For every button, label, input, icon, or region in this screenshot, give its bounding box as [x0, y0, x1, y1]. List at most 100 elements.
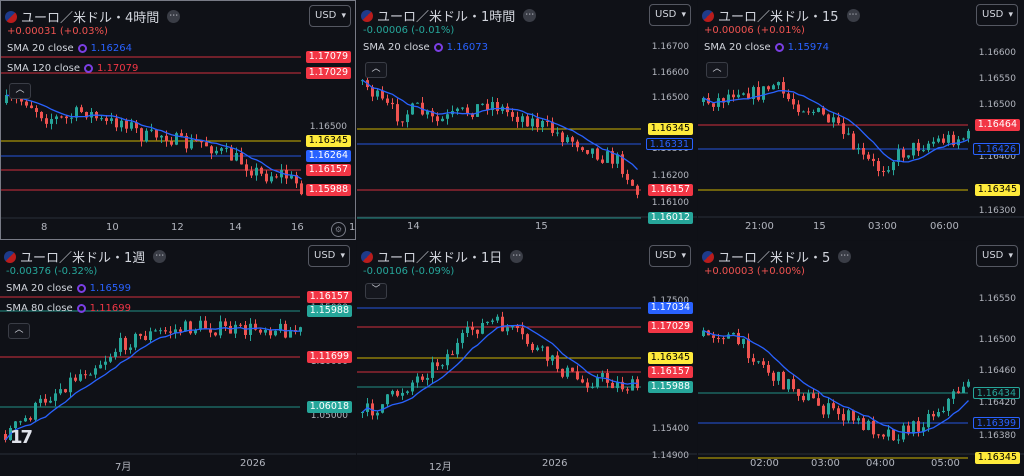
chart-title[interactable]: ユーロ／米ドル・15 ⋯	[702, 6, 860, 25]
chart-title[interactable]: ユーロ／米ドル・1日 ⋯	[361, 247, 524, 266]
candle	[722, 98, 725, 103]
price-badge: 1.16345	[974, 452, 1020, 464]
indicator-settings-icon[interactable]	[84, 64, 94, 73]
indicator-settings-icon[interactable]	[76, 284, 86, 293]
candle	[481, 103, 484, 105]
chart-canvas[interactable]	[357, 0, 697, 240]
candle	[907, 155, 910, 158]
chart-title[interactable]: ユーロ／米ドル・1時間 ⋯	[361, 6, 537, 25]
chart-canvas[interactable]	[0, 241, 356, 476]
chart-panel-p3[interactable]: ユーロ／米ドル・15 ⋯ +0.00006 (+0.01%) SMA 20 close…	[698, 0, 1024, 240]
sma-legend[interactable]: SMA 20 close 1.16599	[6, 283, 131, 294]
candle	[185, 135, 188, 149]
price-badge: 1.17029	[305, 67, 351, 79]
candle	[260, 167, 263, 174]
sma-value: 1.11699	[89, 303, 132, 314]
currency-select[interactable]: USD	[976, 4, 1018, 26]
sma-legend[interactable]: SMA 120 close 1.17079	[7, 63, 138, 74]
candle	[596, 376, 599, 387]
candle	[782, 371, 785, 390]
sma-legend[interactable]: SMA 20 close 1.16264	[7, 43, 132, 54]
sma-value: 1.16264	[90, 43, 133, 54]
sma-legend[interactable]: SMA 80 close 1.11699	[6, 303, 131, 314]
price-badge: 1.16157	[647, 184, 693, 196]
candle	[872, 158, 875, 162]
currency-select[interactable]: USD	[649, 4, 691, 26]
candle	[732, 94, 735, 98]
indicator-settings-icon[interactable]	[774, 43, 784, 52]
sma-legend[interactable]: SMA 20 close 1.16073	[363, 42, 488, 53]
candle	[917, 421, 920, 432]
candle	[441, 118, 444, 122]
candle	[371, 403, 374, 416]
chevron-up-icon[interactable]: ︿	[8, 323, 30, 339]
chart-canvas[interactable]	[698, 241, 1024, 476]
candle	[867, 420, 870, 430]
candle	[406, 114, 409, 123]
candle	[125, 120, 128, 129]
candle	[466, 326, 469, 333]
candle	[109, 356, 112, 362]
sma-label: SMA 20 close	[6, 283, 73, 294]
more-options-icon[interactable]: ⋯	[523, 9, 537, 22]
candle	[169, 331, 172, 333]
candle	[155, 129, 158, 138]
candle	[130, 122, 133, 129]
chart-canvas[interactable]	[1, 1, 356, 240]
candle	[912, 142, 915, 156]
candle	[84, 374, 87, 376]
candle	[797, 389, 800, 396]
price-badge: 1.15988	[647, 381, 693, 393]
currency-select[interactable]: USD	[976, 245, 1018, 267]
candle	[239, 324, 242, 326]
settings-gear-icon[interactable]: ⚙	[331, 222, 346, 237]
chart-title[interactable]: ユーロ／米ドル・4時間 ⋯	[5, 7, 181, 26]
candle	[747, 338, 750, 359]
chart-panel-p4[interactable]: ユーロ／米ドル・1週 ⋯ -0.00376 (-0.32%) SMA 20 close…	[0, 241, 356, 476]
tradingview-logo: 17	[10, 427, 33, 448]
candle	[526, 116, 529, 127]
candle	[220, 148, 223, 151]
chart-canvas[interactable]	[357, 241, 697, 476]
chart-panel-p1[interactable]: ユーロ／米ドル・4時間 ⋯ +0.00031 (+0.03%) SMA 20 clos…	[0, 0, 356, 240]
candle	[777, 371, 780, 381]
chart-title[interactable]: ユーロ／米ドル・5 ⋯	[702, 247, 852, 266]
indicator-settings-icon[interactable]	[433, 43, 443, 52]
candle	[757, 361, 760, 363]
sma-legend[interactable]: SMA 20 close 1.15974	[704, 42, 829, 53]
candle	[882, 434, 885, 437]
price-badge: 1.16157	[647, 366, 693, 378]
chart-panel-p6[interactable]: ユーロ／米ドル・5 ⋯ +0.00003 (+0.00%) USD 1.16550 1.1…	[698, 241, 1024, 476]
candle	[742, 93, 745, 95]
candle	[802, 111, 805, 113]
candle	[737, 94, 740, 98]
price-axis-label: 1.16700	[651, 42, 689, 52]
candle	[742, 338, 745, 345]
more-options-icon[interactable]: ⋯	[510, 250, 524, 263]
chart-canvas[interactable]	[698, 0, 1024, 240]
candle	[962, 138, 965, 140]
indicator-settings-icon[interactable]	[76, 304, 86, 313]
chart-panel-p5[interactable]: ユーロ／米ドル・1日⋯-0.00106 (-0.09%)﹀USD1.175001…	[357, 241, 697, 476]
more-options-icon[interactable]: ⋯	[153, 250, 167, 263]
chevron-up-icon[interactable]: ︿	[9, 83, 31, 99]
more-options-icon[interactable]: ⋯	[167, 10, 181, 23]
chevron-up-icon[interactable]: ︿	[706, 62, 728, 78]
candle	[436, 116, 439, 122]
chart-panel-p2[interactable]: ユーロ／米ドル・1時間 ⋯ -0.00006 (-0.01%) SMA 20 clos…	[357, 0, 697, 240]
candle	[431, 362, 434, 378]
indicator-settings-icon[interactable]	[77, 44, 87, 53]
chart-title[interactable]: ユーロ／米ドル・1週 ⋯	[4, 247, 167, 266]
chevron-up-icon[interactable]: ︿	[365, 62, 387, 78]
currency-select[interactable]: USD	[649, 245, 691, 267]
more-options-icon[interactable]: ⋯	[846, 9, 860, 22]
currency-select[interactable]: USD	[308, 245, 350, 267]
chevron-down-icon[interactable]: ﹀	[365, 283, 387, 299]
candle	[501, 316, 504, 332]
candle	[586, 382, 589, 388]
more-options-icon[interactable]: ⋯	[838, 250, 852, 263]
time-axis-label: 14	[229, 222, 242, 233]
sma-label: SMA 20 close	[363, 42, 430, 53]
candle	[446, 114, 449, 119]
currency-select[interactable]: USD	[309, 5, 351, 27]
